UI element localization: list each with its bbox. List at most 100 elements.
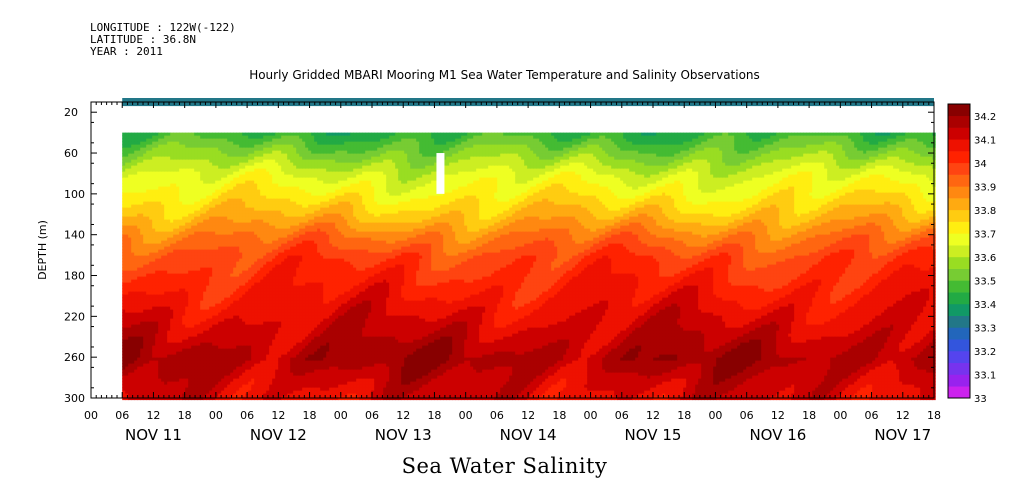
salinity-cell: [263, 145, 267, 149]
salinity-cell: [245, 220, 249, 224]
salinity-cell: [143, 328, 147, 332]
salinity-cell: [158, 343, 162, 347]
salinity-cell: [176, 202, 180, 206]
salinity-cell: [263, 214, 267, 218]
salinity-cell: [194, 280, 198, 284]
salinity-cell: [176, 340, 180, 344]
salinity-cell: [266, 217, 270, 221]
salinity-cell: [140, 289, 144, 293]
salinity-cell: [260, 331, 264, 335]
salinity-cell: [266, 163, 270, 167]
salinity-cell: [278, 361, 282, 365]
salinity-cell: [248, 250, 252, 254]
salinity-cell: [284, 301, 288, 305]
salinity-cell: [230, 235, 234, 239]
salinity-cell: [254, 328, 258, 332]
salinity-cell: [128, 304, 132, 308]
salinity-cell: [152, 187, 156, 191]
salinity-cell: [275, 160, 279, 164]
salinity-cell: [266, 136, 270, 140]
salinity-cell: [266, 205, 270, 209]
salinity-cell: [179, 277, 183, 281]
salinity-cell: [260, 364, 264, 368]
salinity-cell: [134, 178, 138, 182]
salinity-cell: [161, 322, 165, 326]
salinity-cell: [260, 352, 264, 356]
salinity-cell: [122, 220, 126, 224]
salinity-cell: [287, 301, 291, 305]
salinity-cell: [275, 217, 279, 221]
salinity-cell: [194, 367, 198, 371]
salinity-cell: [125, 376, 129, 380]
salinity-cell: [257, 322, 261, 326]
salinity-cell: [206, 388, 210, 392]
salinity-cell: [158, 166, 162, 170]
salinity-cell: [266, 268, 270, 272]
salinity-cell: [167, 334, 171, 338]
salinity-cell: [245, 304, 249, 308]
salinity-cell: [230, 358, 234, 362]
salinity-cell: [137, 340, 141, 344]
salinity-cell: [179, 289, 183, 293]
salinity-cell: [200, 217, 204, 221]
salinity-cell: [197, 268, 201, 272]
salinity-cell: [164, 274, 168, 278]
salinity-cell: [206, 175, 210, 179]
salinity-cell: [176, 343, 180, 347]
salinity-cell: [218, 157, 222, 161]
salinity-cell: [131, 313, 135, 317]
salinity-cell: [281, 334, 285, 338]
salinity-cell: [146, 295, 150, 299]
salinity-cell: [224, 133, 228, 137]
salinity-cell: [161, 280, 165, 284]
salinity-cell: [158, 187, 162, 191]
salinity-cell: [194, 229, 198, 233]
salinity-cell: [161, 352, 165, 356]
salinity-cell: [185, 382, 189, 386]
salinity-cell: [212, 358, 216, 362]
salinity-cell: [158, 286, 162, 290]
salinity-cell: [284, 205, 288, 209]
salinity-cell: [281, 280, 285, 284]
salinity-cell: [179, 334, 183, 338]
salinity-cell: [152, 271, 156, 275]
salinity-cell: [149, 232, 153, 236]
salinity-cell: [161, 313, 165, 317]
salinity-cell: [179, 358, 183, 362]
salinity-cell: [179, 307, 183, 311]
salinity-cell: [128, 199, 132, 203]
salinity-cell: [158, 184, 162, 188]
salinity-cell: [200, 316, 204, 320]
salinity-cell: [224, 184, 228, 188]
salinity-cell: [134, 247, 138, 251]
salinity-cell: [281, 328, 285, 332]
salinity-cell: [188, 382, 192, 386]
salinity-cell: [230, 229, 234, 233]
salinity-cell: [137, 349, 141, 353]
salinity-cell: [125, 229, 129, 233]
salinity-cell: [278, 250, 282, 254]
salinity-cell: [152, 379, 156, 383]
salinity-cell: [218, 280, 222, 284]
salinity-cell: [275, 328, 279, 332]
salinity-cell: [272, 184, 276, 188]
salinity-cell: [242, 181, 246, 185]
salinity-cell: [188, 292, 192, 296]
salinity-cell: [212, 211, 216, 215]
salinity-cell: [122, 370, 126, 374]
salinity-cell: [215, 223, 219, 227]
salinity-cell: [122, 202, 126, 206]
salinity-cell: [263, 196, 267, 200]
salinity-cell: [230, 280, 234, 284]
salinity-cell: [182, 253, 186, 257]
salinity-cell: [182, 379, 186, 383]
salinity-cell: [128, 352, 132, 356]
salinity-cell: [203, 205, 207, 209]
salinity-cell: [272, 211, 276, 215]
salinity-cell: [218, 277, 222, 281]
salinity-cell: [206, 181, 210, 185]
salinity-cell: [158, 157, 162, 161]
salinity-cell: [179, 235, 183, 239]
salinity-cell: [263, 163, 267, 167]
salinity-cell: [191, 328, 195, 332]
